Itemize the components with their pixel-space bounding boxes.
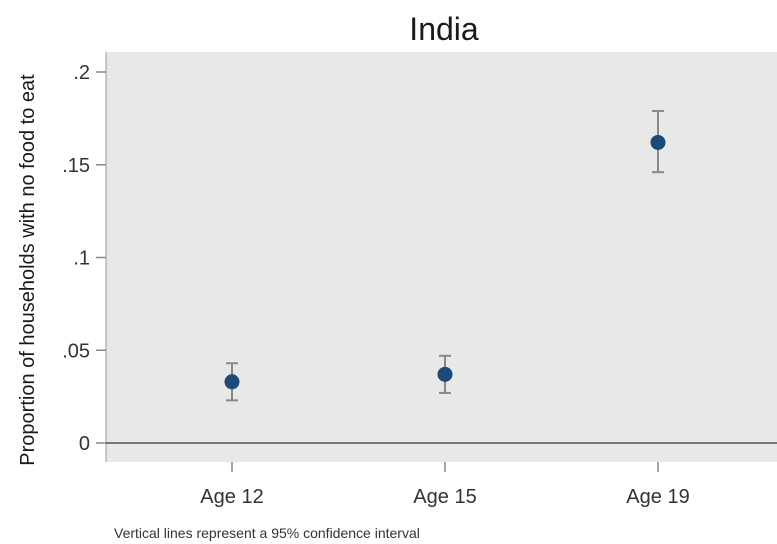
y-tick-label: .1	[73, 248, 90, 270]
plot-area	[106, 52, 777, 462]
y-tick-label: 0	[79, 433, 90, 455]
data-point	[650, 134, 666, 150]
data-point	[437, 366, 453, 382]
chart-title: India	[409, 11, 479, 47]
y-ticks: 0 .05 .1 .15 .2	[62, 62, 106, 455]
data-points	[224, 109, 666, 402]
data-point	[224, 374, 240, 390]
y-tick-label: .2	[73, 62, 90, 84]
x-tick-label: Age 12	[200, 486, 263, 508]
chart-note: Vertical lines represent a 95% confidenc…	[114, 525, 420, 541]
x-tick-label: Age 19	[626, 486, 689, 508]
y-axis-label: Proportion of households with no food to…	[17, 74, 39, 466]
y-tick-label: .15	[62, 155, 90, 177]
x-tick-label: Age 15	[413, 486, 476, 508]
x-ticks: Age 12 Age 15 Age 19	[200, 462, 690, 508]
y-tick-label: .05	[62, 340, 90, 362]
